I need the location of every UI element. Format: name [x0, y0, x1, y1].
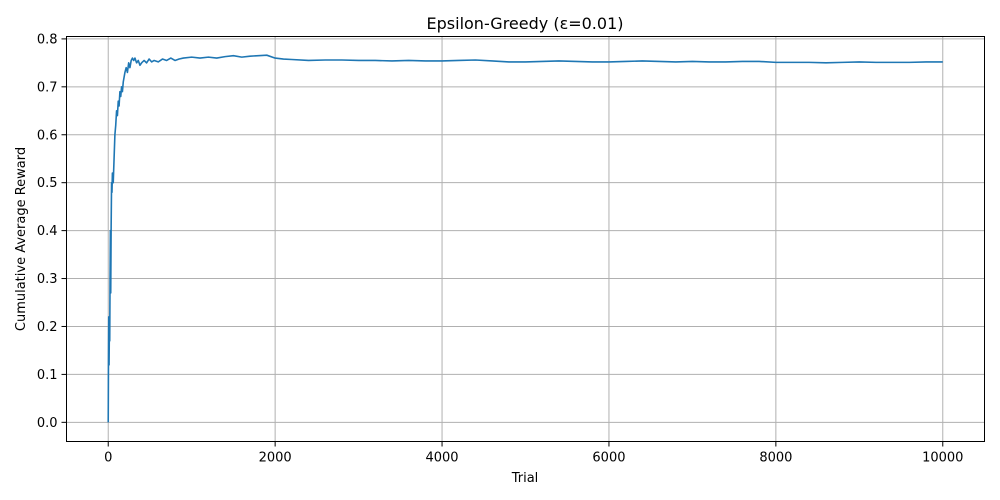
y-tick-label: 0.1	[37, 368, 58, 383]
y-tick-label: 0.4	[37, 224, 58, 239]
x-tick-label: 2000	[259, 451, 292, 466]
y-tick-label: 0.2	[37, 320, 58, 335]
y-tick-label: 0.8	[37, 32, 58, 47]
x-tick-label: 10000	[922, 451, 963, 466]
y-axis-title: Cumulative Average Reward	[14, 147, 29, 331]
y-tick-label: 0.6	[37, 128, 58, 143]
series-line-cumulative-average-reward	[107, 54, 943, 423]
grid-lines	[66, 36, 985, 442]
x-tick-label: 0	[104, 451, 112, 466]
chart-title: Epsilon-Greedy (ε=0.01)	[427, 14, 624, 33]
x-tick-label: 8000	[759, 451, 792, 466]
plot-frame	[66, 36, 985, 442]
y-tick-label: 0.0	[37, 416, 58, 431]
y-tick-label: 0.7	[37, 80, 58, 95]
x-axis-title: Trial	[511, 471, 539, 486]
x-tick-label: 6000	[592, 451, 625, 466]
x-axis: 0 2000 4000 6000 8000 10000	[104, 441, 963, 466]
series-layer	[107, 54, 943, 423]
y-tick-label: 0.3	[37, 272, 58, 287]
y-tick-label: 0.5	[37, 176, 58, 191]
y-axis: 0.0 0.1 0.2 0.3 0.4 0.5 0.6 0.7 0.8	[37, 32, 67, 431]
x-tick-label: 4000	[425, 451, 458, 466]
